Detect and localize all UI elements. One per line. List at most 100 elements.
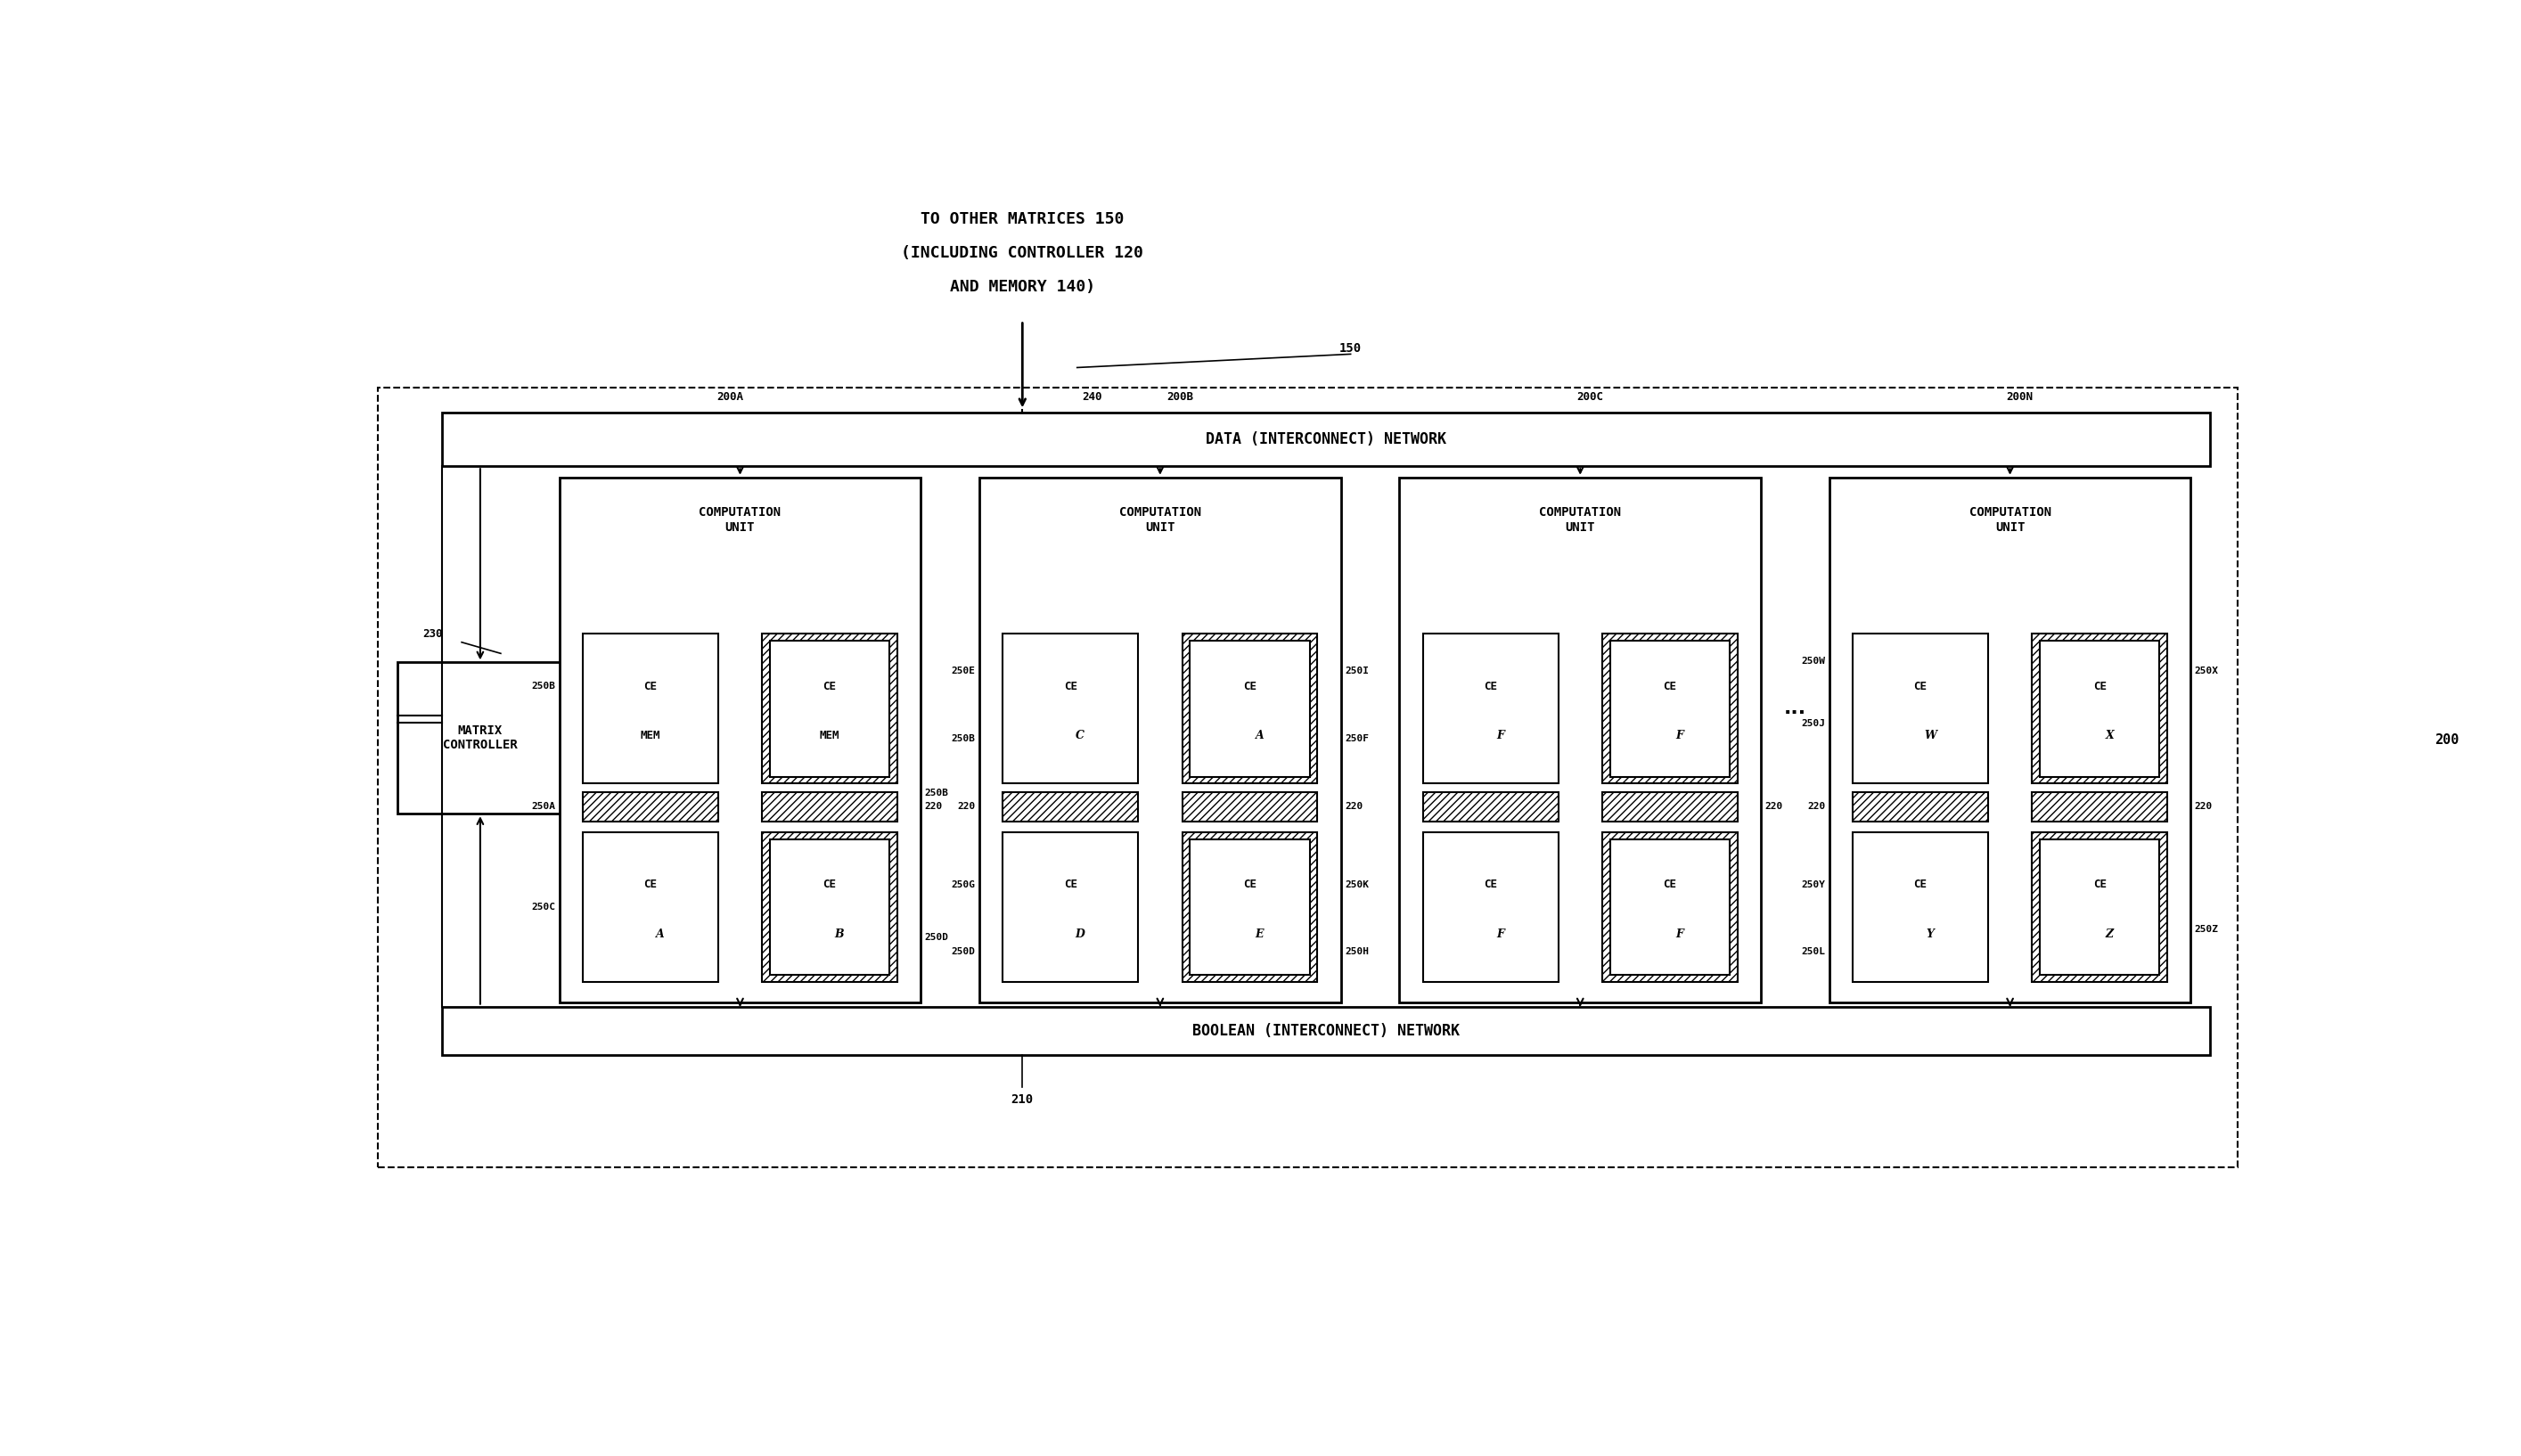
Text: 250Z: 250Z: [2196, 925, 2218, 935]
Text: 200B: 200B: [1167, 390, 1192, 402]
Text: BOOLEAN (INTERCONNECT) NETWORK: BOOLEAN (INTERCONNECT) NETWORK: [1192, 1022, 1460, 1038]
Text: A: A: [655, 929, 666, 941]
Text: 250Y: 250Y: [1803, 881, 1825, 890]
Text: 250C: 250C: [532, 903, 555, 911]
Text: ...: ...: [1785, 700, 1808, 718]
Text: CE: CE: [1243, 680, 1255, 692]
Text: 230: 230: [424, 629, 441, 641]
Text: CE: CE: [822, 680, 837, 692]
Text: CE: CE: [1913, 879, 1926, 891]
Text: 240: 240: [1082, 390, 1102, 402]
Bar: [2032, 792, 2168, 821]
Bar: [2039, 641, 2160, 776]
Bar: [1603, 633, 1737, 783]
Bar: [398, 662, 562, 814]
Bar: [560, 478, 920, 1002]
Text: CE: CE: [1664, 879, 1676, 891]
Text: E: E: [1255, 929, 1263, 941]
Text: 250X: 250X: [2196, 667, 2218, 676]
Text: 200A: 200A: [716, 390, 744, 402]
Text: DATA (INTERCONNECT) NETWORK: DATA (INTERCONNECT) NETWORK: [1205, 431, 1447, 447]
Text: CE: CE: [2092, 879, 2108, 891]
Text: Y: Y: [1926, 929, 1934, 941]
Text: F: F: [1497, 929, 1505, 941]
Text: 220: 220: [1344, 802, 1364, 811]
Text: D: D: [1076, 929, 1084, 941]
Bar: [769, 641, 890, 776]
Text: 250G: 250G: [950, 881, 976, 890]
Text: 250B: 250B: [532, 681, 555, 690]
Text: COMPUTATION
UNIT: COMPUTATION UNIT: [1119, 507, 1200, 533]
Text: 250D: 250D: [950, 948, 976, 957]
Text: 250H: 250H: [1344, 948, 1369, 957]
Text: 220: 220: [2196, 802, 2213, 811]
Text: COMPUTATION
UNIT: COMPUTATION UNIT: [698, 507, 782, 533]
Bar: [582, 633, 718, 783]
Bar: [1853, 792, 1989, 821]
Text: X: X: [2105, 729, 2113, 741]
Text: CE: CE: [1064, 879, 1076, 891]
Text: 220: 220: [1765, 802, 1782, 811]
Text: CE: CE: [643, 680, 658, 692]
Bar: [582, 792, 718, 821]
Bar: [1853, 633, 1989, 783]
Text: 250E: 250E: [950, 667, 976, 676]
Text: CE: CE: [1485, 680, 1497, 692]
Bar: [1003, 633, 1137, 783]
Text: COMPUTATION
UNIT: COMPUTATION UNIT: [1540, 507, 1621, 533]
Text: MEM: MEM: [819, 729, 839, 741]
Bar: [1853, 833, 1989, 981]
Bar: [1182, 833, 1318, 981]
Text: CE: CE: [822, 879, 837, 891]
Text: CE: CE: [2092, 680, 2108, 692]
Bar: [1399, 478, 1760, 1002]
Text: 250B: 250B: [950, 734, 976, 743]
Text: W: W: [1924, 729, 1936, 741]
Text: Z: Z: [2105, 929, 2113, 941]
Text: 210: 210: [1011, 1093, 1034, 1107]
Text: 250K: 250K: [1344, 881, 1369, 890]
Text: 250F: 250F: [1344, 734, 1369, 743]
Bar: [441, 1006, 2211, 1054]
Bar: [1003, 792, 1137, 821]
Bar: [1190, 839, 1308, 976]
Text: COMPUTATION
UNIT: COMPUTATION UNIT: [1969, 507, 2052, 533]
Text: CE: CE: [1064, 680, 1076, 692]
Text: 200N: 200N: [2007, 390, 2032, 402]
Text: B: B: [834, 929, 845, 941]
Bar: [1603, 833, 1737, 981]
Bar: [582, 833, 718, 981]
Text: A: A: [1255, 729, 1263, 741]
Text: 200C: 200C: [1576, 390, 1603, 402]
Bar: [761, 833, 897, 981]
Text: MEM: MEM: [640, 729, 661, 741]
Bar: [1611, 839, 1729, 976]
Bar: [1611, 641, 1729, 776]
Bar: [761, 633, 897, 783]
Text: 250I: 250I: [1344, 667, 1369, 676]
Text: TO OTHER MATRICES 150: TO OTHER MATRICES 150: [920, 211, 1124, 227]
Bar: [1182, 633, 1318, 783]
Text: 250B: 250B: [925, 789, 948, 798]
Text: CE: CE: [1664, 680, 1676, 692]
Bar: [1422, 833, 1558, 981]
Bar: [2039, 839, 2160, 976]
Text: F: F: [1676, 929, 1684, 941]
Text: AND MEMORY 140): AND MEMORY 140): [950, 278, 1094, 296]
Text: (INCLUDING CONTROLLER 120: (INCLUDING CONTROLLER 120: [900, 245, 1145, 261]
Bar: [1830, 478, 2191, 1002]
Bar: [2032, 833, 2168, 981]
Bar: [1422, 633, 1558, 783]
Text: F: F: [1676, 729, 1684, 741]
Text: C: C: [1076, 729, 1084, 741]
Bar: [978, 478, 1341, 1002]
Bar: [769, 839, 890, 976]
Text: 220: 220: [1808, 802, 1825, 811]
Bar: [441, 412, 2211, 466]
Bar: [1003, 833, 1137, 981]
Bar: [1190, 641, 1308, 776]
Text: 220: 220: [925, 802, 943, 811]
Text: 200: 200: [2435, 732, 2460, 747]
Text: CE: CE: [1913, 680, 1926, 692]
Bar: [761, 792, 897, 821]
